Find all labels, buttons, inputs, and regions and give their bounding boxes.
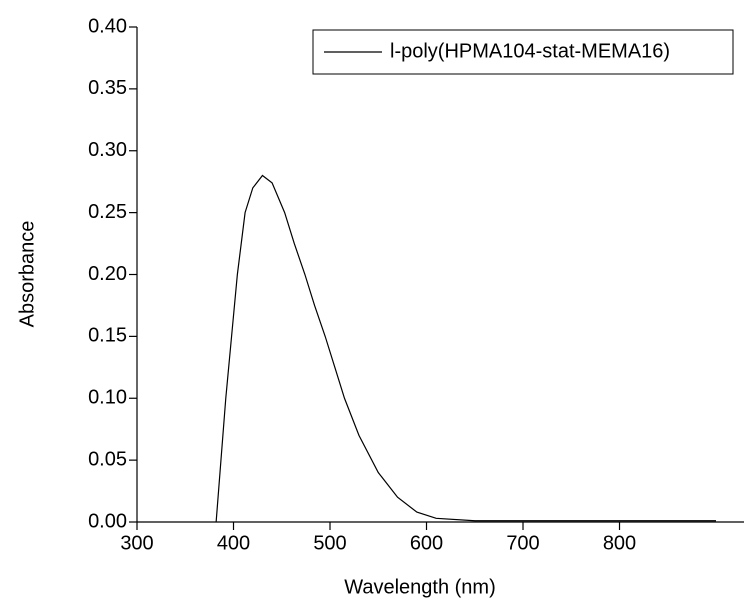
- legend-label: l-poly(HPMA104-stat-MEMA16): [390, 40, 670, 62]
- x-tick-label: 400: [217, 532, 250, 554]
- y-tick-label: 0.20: [88, 263, 127, 285]
- series-line: [215, 174, 717, 523]
- y-tick-label: 0.15: [88, 325, 127, 347]
- y-tick-label: 0.05: [88, 448, 127, 470]
- y-axis-label: Absorbance: [16, 221, 38, 328]
- y-tick-label: 0.25: [88, 201, 127, 223]
- x-tick-label: 300: [120, 532, 153, 554]
- y-tick-label: 0.35: [88, 77, 127, 99]
- legend-box: [312, 29, 734, 75]
- x-tick-label: 700: [506, 532, 539, 554]
- x-tick-label: 800: [603, 532, 636, 554]
- y-tick-label: 0.30: [88, 139, 127, 161]
- y-tick-label: 0.00: [88, 510, 127, 532]
- x-tick-label: 600: [410, 532, 443, 554]
- x-axis-label: Wavelength (nm): [344, 576, 496, 598]
- y-tick-label: 0.40: [88, 15, 127, 37]
- y-tick-label: 0.10: [88, 387, 127, 409]
- x-tick-label: 500: [313, 532, 346, 554]
